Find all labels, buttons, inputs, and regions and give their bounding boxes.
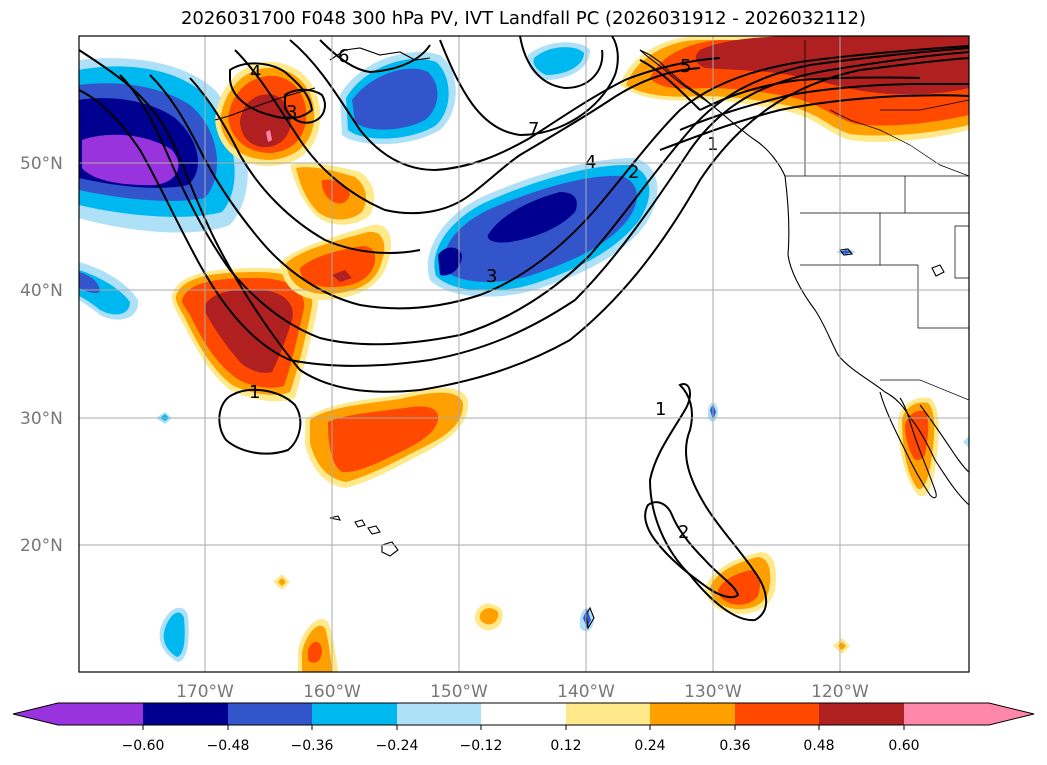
colorbar-extend-high: [989, 703, 1034, 725]
latitude-labels: 50°N 40°N 30°N 20°N: [20, 154, 63, 556]
contour-label: 7: [528, 119, 539, 140]
colorbar-tick-label: 0.60: [888, 738, 919, 754]
contour-label: 3: [486, 266, 497, 287]
colorbar-tick-label: −0.48: [207, 738, 250, 754]
colorbar: −0.60 −0.48 −0.36 −0.24 −0.12 0.12 0.24 …: [12, 702, 1035, 754]
colorbar-swatch: [397, 703, 481, 725]
colorbar-swatch: [312, 703, 397, 725]
lat-label: 30°N: [20, 409, 63, 429]
colorbar-outline: [12, 702, 1035, 726]
contour-label: 1: [655, 399, 666, 420]
lon-label: 130°W: [684, 682, 742, 702]
colorbar-extend-low: [13, 703, 58, 725]
colorbar-tick-label: −0.24: [376, 738, 419, 754]
colorbar-swatch: [566, 703, 650, 725]
colorbar-swatch: [481, 703, 566, 725]
contour-label: 2: [628, 162, 639, 183]
colorbar-tick-label: 0.36: [719, 738, 750, 754]
colorbar-swatch: [650, 703, 735, 725]
contour-label: 4: [250, 62, 261, 83]
colorbar-swatch: [228, 703, 312, 725]
colorbar-tick-label: −0.36: [291, 738, 334, 754]
lat-label: 20°N: [20, 536, 63, 556]
lat-label: 50°N: [20, 154, 63, 174]
contour-label: 1: [249, 382, 260, 403]
longitude-labels: 170°W 160°W 150°W 140°W 130°W 120°W: [176, 682, 869, 702]
colorbar-swatch: [819, 703, 904, 725]
colorbar-tick-label: 0.24: [634, 738, 665, 754]
lat-label: 40°N: [20, 281, 63, 301]
colorbar-swatch: [143, 703, 228, 725]
lon-label: 160°W: [303, 682, 361, 702]
pc-shading-layer: 4 3 6 7 4 2 1 5 3 1 1 2: [79, 36, 969, 672]
colorbar-swatch: [735, 703, 819, 725]
colorbar-tick-label: 0.12: [550, 738, 581, 754]
gridlines: [79, 36, 969, 672]
contour-label: 3: [286, 102, 297, 123]
map-title: 2026031700 F048 300 hPa PV, IVT Landfall…: [180, 8, 867, 29]
colorbar-swatch: [904, 703, 989, 725]
colorbar-tick-label: 0.48: [803, 738, 834, 754]
contour-label: 2: [678, 522, 689, 543]
lon-label: 170°W: [176, 682, 234, 702]
lon-label: 120°W: [811, 682, 869, 702]
contour-label: 6: [338, 46, 349, 67]
pv-contours: [79, 36, 969, 622]
lon-label: 140°W: [557, 682, 615, 702]
colorbar-swatch: [58, 703, 143, 725]
colorbar-tick-label: −0.60: [122, 738, 165, 754]
map-frame: [78, 35, 970, 673]
lon-label: 150°W: [430, 682, 488, 702]
colorbar-tick-label: −0.12: [460, 738, 503, 754]
contour-label: 5: [680, 56, 691, 77]
